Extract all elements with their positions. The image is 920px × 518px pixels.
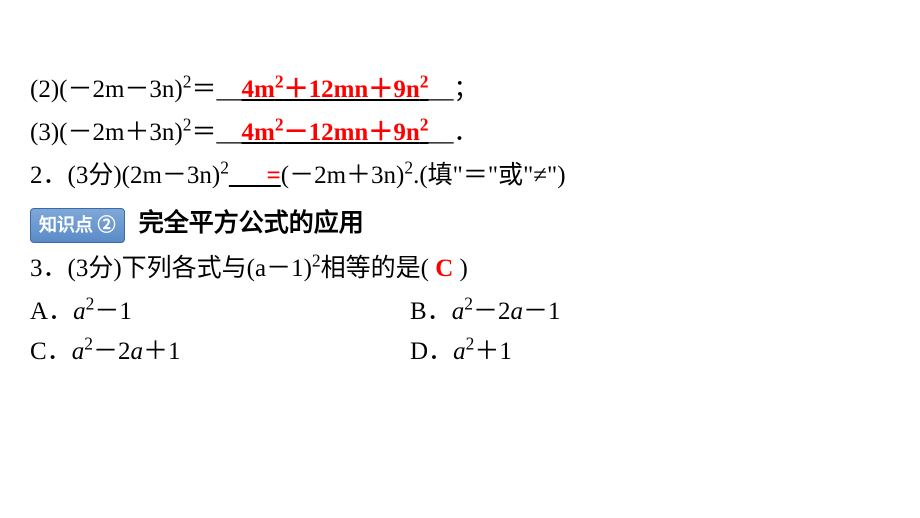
- question-1-part-2: (2)(－2m－3n)2＝__4m2＋12mn＋9n2__；: [30, 70, 890, 110]
- q3-close: ): [460, 255, 468, 282]
- q1p2-prefix: (2)(－2m－3n): [30, 76, 183, 103]
- question-1-part-3: (3)(－2m＋3n)2＝__4m2－12mn＋9n2__．: [30, 113, 890, 153]
- q1p2-lead: __: [217, 76, 242, 103]
- q2-blank: ___=: [229, 162, 281, 189]
- q1p3-lead: __: [217, 119, 242, 146]
- knowledge-point-badge: 知识点 ②: [30, 208, 125, 243]
- q2-after: (－2m＋3n): [281, 162, 405, 189]
- section-title: 完全平方公式的应用: [139, 210, 364, 237]
- options-row-1: A．a2－1 B．a2－2a－1: [30, 292, 890, 332]
- q3-prefix: 3．(3分)下列各式与(a－1): [30, 255, 312, 282]
- q1p2-semicolon: ；: [453, 76, 478, 103]
- q1p3-answer: 4m2－12mn＋9n2: [242, 119, 429, 146]
- q1p3-trail: __: [428, 119, 453, 146]
- question-2: 2．(3分)(2m－3n)2___=(－2m＋3n)2.(填"＝"或"≠"): [30, 156, 890, 196]
- q1p2-answer: 4m2＋12mn＋9n2: [242, 76, 429, 103]
- option-c: C．a2－2a＋1: [30, 332, 410, 372]
- q2-exp: 2: [220, 158, 229, 178]
- q1p2-equals: ＝: [192, 76, 217, 103]
- q1p3-exp: 2: [183, 115, 192, 135]
- q2-answer: =: [267, 162, 281, 189]
- q2-prefix: 2．(3分)(2m－3n): [30, 162, 220, 189]
- q3-answer: C: [435, 255, 453, 282]
- q1p3-equals: ＝: [192, 119, 217, 146]
- option-b: B．a2－2a－1: [410, 292, 890, 332]
- option-a: A．a2－1: [30, 292, 410, 332]
- question-3: 3．(3分)下列各式与(a－1)2相等的是( C ): [30, 249, 890, 289]
- section-header: 知识点 ② 完全平方公式的应用: [30, 204, 890, 244]
- q3-mid: 相等的是(: [321, 255, 429, 282]
- q2-exp2: 2: [404, 158, 413, 178]
- q1p2-trail: __: [428, 76, 453, 103]
- option-d: D．a2＋1: [410, 332, 890, 372]
- q1p3-prefix: (3)(－2m＋3n): [30, 119, 183, 146]
- q3-exp: 2: [312, 251, 321, 271]
- q1p3-period: ．: [453, 119, 478, 146]
- options-row-2: C．a2－2a＋1 D．a2＋1: [30, 332, 890, 372]
- q1p2-exp: 2: [183, 72, 192, 92]
- q2-hint: .(填"＝"或"≠"): [413, 162, 565, 189]
